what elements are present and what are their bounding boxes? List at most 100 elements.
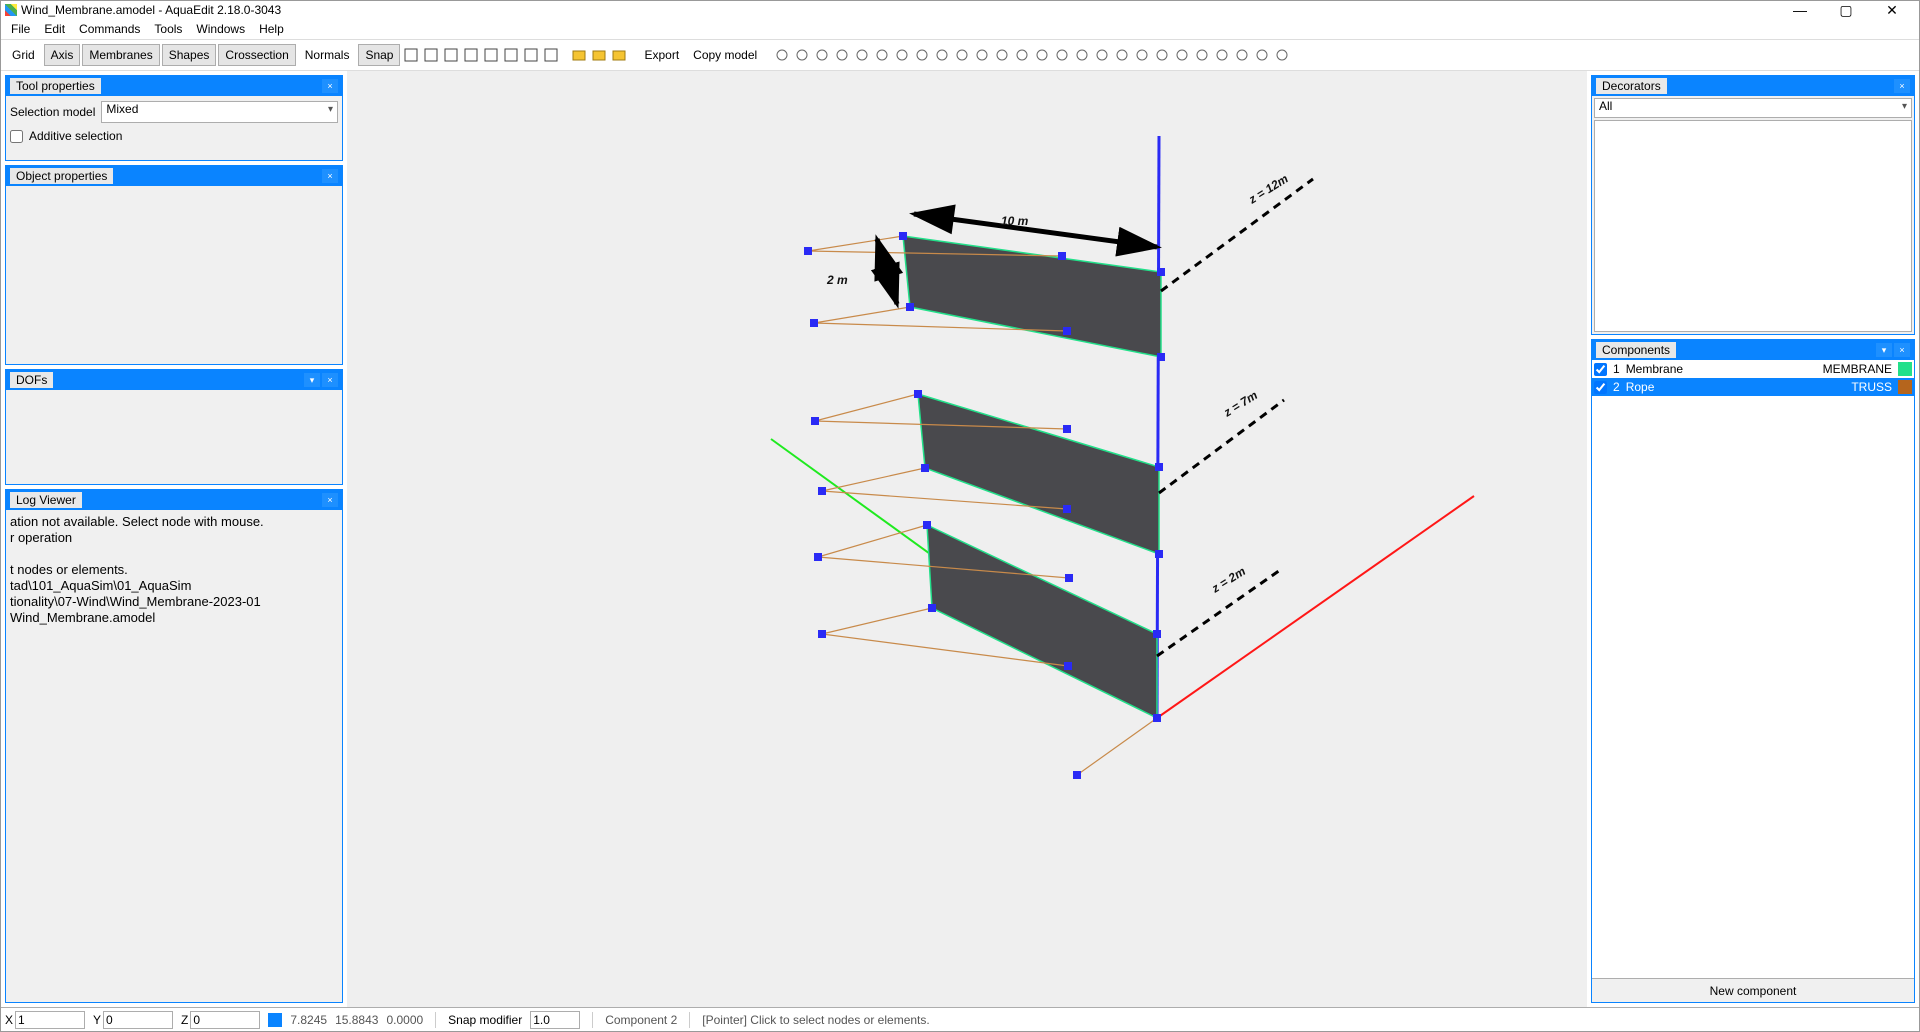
- menu-bar: FileEditCommandsToolsWindowsHelp: [1, 19, 1919, 39]
- edit-tool-11-icon[interactable]: [993, 46, 1011, 64]
- status-component: Component 2: [605, 1013, 677, 1027]
- component-color-swatch: [1898, 362, 1912, 376]
- edit-tool-8-icon[interactable]: [933, 46, 951, 64]
- edit-tool-5-icon[interactable]: [873, 46, 891, 64]
- component-type: MEMBRANE: [1823, 362, 1892, 376]
- additive-selection-checkbox[interactable]: [10, 130, 23, 143]
- panel-close-icon[interactable]: ×: [322, 493, 338, 507]
- component-row[interactable]: 2 Rope TRUSS: [1592, 378, 1914, 396]
- edit-tool-16-icon[interactable]: [1093, 46, 1111, 64]
- edit-tool-2-icon[interactable]: [813, 46, 831, 64]
- menu-help[interactable]: Help: [253, 22, 290, 36]
- edit-tool-23-icon[interactable]: [1233, 46, 1251, 64]
- app-icon: [5, 4, 17, 16]
- edit-tool-13-icon[interactable]: [1033, 46, 1051, 64]
- snap-modifier-input[interactable]: [530, 1011, 580, 1029]
- edit-tool-0-icon[interactable]: [773, 46, 791, 64]
- edit-tool-25-icon[interactable]: [1273, 46, 1291, 64]
- toolbar-toggle-axis[interactable]: Axis: [44, 44, 81, 66]
- panel-title: Object properties: [10, 168, 113, 184]
- tool-c-icon[interactable]: [442, 46, 460, 64]
- edit-tool-4-icon[interactable]: [853, 46, 871, 64]
- menu-tools[interactable]: Tools: [148, 22, 188, 36]
- component-checkbox[interactable]: [1594, 363, 1607, 376]
- component-row[interactable]: 1 Membrane MEMBRANE: [1592, 360, 1914, 378]
- panel-title: Components: [1596, 342, 1676, 358]
- svg-text:10 m: 10 m: [1001, 214, 1029, 228]
- edit-tool-6-icon[interactable]: [893, 46, 911, 64]
- tool-g-icon[interactable]: [522, 46, 540, 64]
- edit-tool-9-icon[interactable]: [953, 46, 971, 64]
- edit-tool-14-icon[interactable]: [1053, 46, 1071, 64]
- tool-e-icon[interactable]: [482, 46, 500, 64]
- status-y-input[interactable]: [103, 1011, 173, 1029]
- panel-close-icon[interactable]: ×: [322, 79, 338, 93]
- toolbar-toggle-crossection[interactable]: Crossection: [218, 44, 295, 66]
- edit-tool-1-icon[interactable]: [793, 46, 811, 64]
- tool-f-icon[interactable]: [502, 46, 520, 64]
- minimize-button[interactable]: —: [1777, 1, 1823, 19]
- close-button[interactable]: ✕: [1869, 1, 1915, 19]
- panel-close-icon[interactable]: ×: [1894, 343, 1910, 357]
- status-bar: X Y Z 7.8245 15.8843 0.0000 Snap modifie…: [1, 1007, 1919, 1031]
- edit-tool-10-icon[interactable]: [973, 46, 991, 64]
- menu-file[interactable]: File: [5, 22, 36, 36]
- tool-h-icon[interactable]: [542, 46, 560, 64]
- toolbar-toggle-shapes[interactable]: Shapes: [162, 44, 217, 66]
- edit-tool-12-icon[interactable]: [1013, 46, 1031, 64]
- panel-close-icon[interactable]: ×: [1894, 79, 1910, 93]
- component-checkbox[interactable]: [1594, 381, 1607, 394]
- status-hint: [Pointer] Click to select nodes or eleme…: [702, 1013, 929, 1027]
- menu-commands[interactable]: Commands: [73, 22, 146, 36]
- component-index: 1: [1613, 362, 1620, 376]
- panel-title: Decorators: [1596, 78, 1667, 94]
- selection-model-select[interactable]: Mixed: [101, 101, 338, 123]
- panel-title: DOFs: [10, 372, 53, 388]
- additive-selection-label: Additive selection: [29, 129, 122, 143]
- edit-tool-24-icon[interactable]: [1253, 46, 1271, 64]
- panel-close-icon[interactable]: ×: [322, 169, 338, 183]
- panel-menu-icon[interactable]: ▾: [304, 373, 320, 387]
- edit-tool-7-icon[interactable]: [913, 46, 931, 64]
- toolbar-toggle-membranes[interactable]: Membranes: [82, 44, 159, 66]
- panel-menu-icon[interactable]: ▾: [1876, 343, 1892, 357]
- viewport-3d[interactable]: 10 m2 mz = 12mz = 7mz = 2m: [347, 71, 1587, 1007]
- edit-tool-22-icon[interactable]: [1213, 46, 1231, 64]
- tool-b-icon[interactable]: [422, 46, 440, 64]
- edit-tool-15-icon[interactable]: [1073, 46, 1091, 64]
- object-properties-panel: Object properties ×: [5, 165, 343, 365]
- title-bar: Wind_Membrane.amodel - AquaEdit 2.18.0-3…: [1, 1, 1919, 19]
- edit-tool-17-icon[interactable]: [1113, 46, 1131, 64]
- svg-text:2 m: 2 m: [826, 273, 848, 287]
- copy-model-button[interactable]: Copy model: [687, 45, 763, 65]
- decorators-filter-select[interactable]: All: [1594, 98, 1912, 118]
- selection-model-label: Selection model: [10, 105, 95, 119]
- status-x-input[interactable]: [15, 1011, 85, 1029]
- toolbar-toggle-normals[interactable]: Normals: [298, 44, 357, 66]
- new-component-button[interactable]: New component: [1592, 978, 1914, 1002]
- panel-close-icon[interactable]: ×: [322, 373, 338, 387]
- dofs-panel: DOFs ▾×: [5, 369, 343, 485]
- toolbar-toggle-snap[interactable]: Snap: [358, 44, 400, 66]
- tool-a-icon[interactable]: [402, 46, 420, 64]
- export-button[interactable]: Export: [638, 45, 685, 65]
- panel-title: Log Viewer: [10, 492, 82, 508]
- edit-tool-18-icon[interactable]: [1133, 46, 1151, 64]
- component-index: 2: [1613, 380, 1620, 394]
- menu-windows[interactable]: Windows: [190, 22, 251, 36]
- component-color-swatch: [1898, 380, 1912, 394]
- folder-icon[interactable]: [570, 46, 588, 64]
- menu-edit[interactable]: Edit: [38, 22, 71, 36]
- edit-tool-3-icon[interactable]: [833, 46, 851, 64]
- toolbar-toggle-grid[interactable]: Grid: [5, 44, 42, 66]
- tool-d-icon[interactable]: [462, 46, 480, 64]
- maximize-button[interactable]: ▢: [1823, 1, 1869, 19]
- edit-tool-20-icon[interactable]: [1173, 46, 1191, 64]
- edit-tool-21-icon[interactable]: [1193, 46, 1211, 64]
- open-icon[interactable]: [590, 46, 608, 64]
- edit-tool-19-icon[interactable]: [1153, 46, 1171, 64]
- save-icon[interactable]: [610, 46, 628, 64]
- status-z-input[interactable]: [190, 1011, 260, 1029]
- status-check-icon[interactable]: [268, 1013, 282, 1027]
- decorators-panel: Decorators × All: [1591, 75, 1915, 335]
